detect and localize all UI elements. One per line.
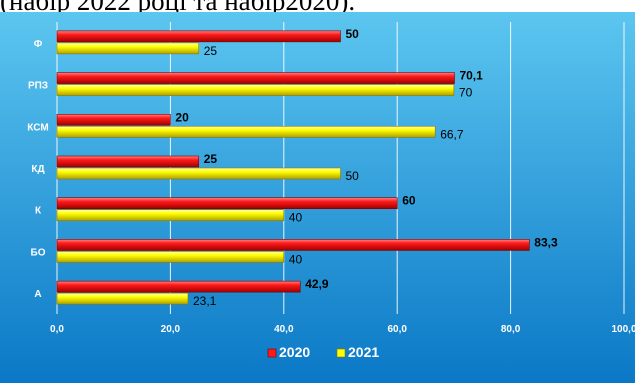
category-label: А (34, 289, 41, 300)
category-label: КД (31, 164, 44, 175)
data-label-2020: 83,3 (534, 235, 558, 249)
bar-2020 (57, 281, 300, 292)
data-label-2021: 25 (204, 44, 218, 58)
bar-2021 (57, 251, 284, 262)
data-label-2020: 20 (175, 110, 189, 124)
legend-swatch-2020 (268, 349, 276, 357)
category-label: Ф (34, 39, 43, 50)
bar-2021 (57, 168, 341, 179)
bar-2020 (57, 114, 170, 125)
data-label-2020: 60 (402, 194, 416, 208)
data-label-2020: 50 (346, 27, 360, 41)
data-label-2020: 70,1 (459, 69, 483, 83)
data-label-2021: 66,7 (440, 127, 464, 141)
x-tick-label: 40,0 (274, 324, 294, 335)
chart-panel: 50 25 70,1 70 20 66,7 25 50 60 40 83,3 40 42,9 23,1 Ф… (0, 12, 635, 383)
legend-label-2021: 2021 (348, 344, 379, 360)
x-tick-label: 60,0 (387, 324, 407, 335)
x-tick-label: 100,0 (611, 324, 635, 335)
data-label-2020: 42,9 (305, 277, 329, 291)
bar-2020 (57, 31, 341, 42)
category-label: БО (31, 247, 46, 258)
data-label-2021: 40 (289, 252, 303, 266)
data-label-2021: 23,1 (193, 294, 217, 308)
category-label: К (35, 206, 42, 217)
bar-2021 (57, 43, 199, 54)
data-label-2021: 50 (346, 169, 360, 183)
category-label: КСМ (27, 122, 48, 133)
data-label-2020: 25 (204, 152, 218, 166)
bar-2020 (57, 156, 199, 167)
legend-label-2020: 2020 (279, 344, 310, 360)
data-label-2021: 40 (289, 211, 303, 225)
data-label-2021: 70 (459, 86, 473, 100)
x-tick-label: 0,0 (50, 324, 64, 335)
bar-2021 (57, 126, 435, 137)
bar-2020 (57, 198, 397, 209)
bar-2020 (57, 239, 529, 250)
bar-2021 (57, 85, 454, 96)
bar-2021 (57, 210, 284, 221)
category-label: РПЗ (28, 81, 48, 92)
legend-swatch-2021 (337, 349, 345, 357)
x-tick-label: 80,0 (501, 324, 521, 335)
x-tick-label: 20,0 (161, 324, 181, 335)
bar-2020 (57, 73, 454, 84)
bar-2021 (57, 293, 188, 304)
